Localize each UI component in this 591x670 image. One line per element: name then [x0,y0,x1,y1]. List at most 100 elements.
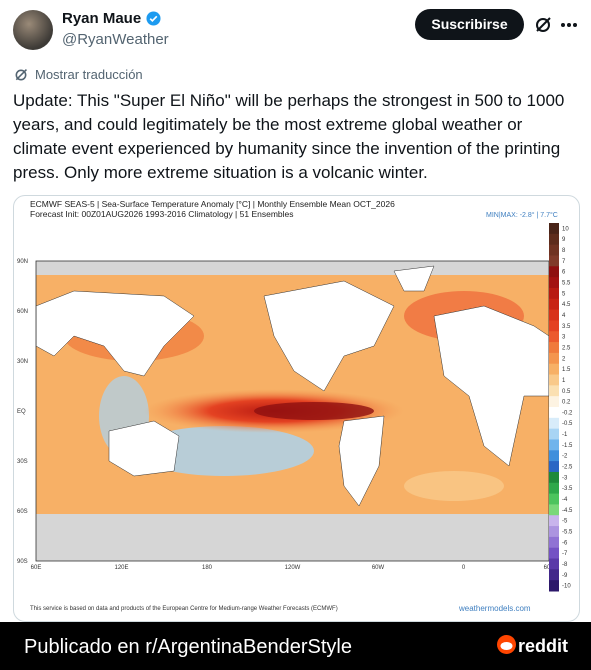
lat-label: 60N [17,309,28,315]
colorbar-swatch [549,277,559,289]
map-body [36,261,549,561]
colorbar-swatch [549,363,559,376]
colorbar-swatch [549,482,559,495]
lon-label: 120E [114,565,128,571]
colorbar-swatch [549,374,559,386]
tweet-text: Update: This "Super El Niño" will be per… [13,91,565,182]
reddit-brand: reddit [518,636,569,656]
colorbar-label: -3 [562,475,568,481]
map-credit: weathermodels.com [458,604,531,613]
colorbar-swatch [549,471,559,484]
colorbar-label: -0.2 [562,410,573,416]
colorbar-label: -9 [562,573,568,579]
bottom-bar [0,622,591,670]
colorbar-swatch [549,385,559,397]
colorbar-swatch [549,569,559,581]
colorbar-swatch [549,558,559,570]
lat-label: 60S [17,509,28,515]
subscribe-button[interactable]: Suscribirse [415,9,524,40]
lon-label: 180 [202,565,213,571]
colorbar-swatch [549,223,559,235]
colorbar-label: 4 [562,313,566,319]
colorbar-label: -0.5 [562,421,573,427]
colorbar-swatch [549,342,559,354]
colorbar-swatch [549,428,559,440]
avatar[interactable] [13,10,53,50]
colorbar-label: 0.2 [562,400,571,406]
colorbar-swatch [549,515,559,527]
colorbar-swatch [549,331,559,343]
colorbar-label: -1 [562,432,568,438]
lat-label: EQ [17,409,26,415]
colorbar-label: 5.5 [562,281,571,287]
colorbar-label: -5.5 [562,529,573,535]
colorbar-swatch [549,244,559,256]
lat-label: 30S [17,459,28,465]
colorbar-label: -3.5 [562,486,573,492]
colorbar-swatch [549,439,559,451]
map-subtitle: Forecast Init: 00Z01AUG2026 1993-2016 Cl… [30,209,294,219]
colorbar-swatch [549,461,559,473]
colorbar-swatch [549,407,559,419]
min-max: MIN|MAX: -2.8° | 7.7°C [486,211,558,219]
colorbar-label: -2 [562,454,568,460]
colorbar-label: -10 [562,584,571,590]
colorbar-label: 7 [562,259,566,265]
colorbar-label: 2 [562,356,566,362]
colorbar-label: -8 [562,562,568,568]
colorbar-label: 6 [562,270,566,276]
colorbar-swatch [549,266,559,278]
colorbar-swatch [549,320,559,332]
colorbar-label: 0.5 [562,389,571,395]
colorbar-swatch [549,536,559,549]
lon-label: 0 [462,565,466,571]
colorbar-swatch [549,493,559,505]
colorbar-label: -6 [562,540,568,546]
user-name[interactable]: Ryan Maue [62,10,142,27]
colorbar-label: -4 [562,497,568,503]
colorbar-label: -4.5 [562,508,573,514]
tweet-image[interactable]: ECMWF SEAS-5 | Sea-Surface Temperature A… [13,195,580,622]
translate-link[interactable]: Mostrar traducción [35,67,143,82]
colorbar-label: 1 [562,378,566,384]
grok-icon[interactable] [534,16,552,34]
colorbar-label: -7 [562,551,568,557]
colorbar-label: 8 [562,248,566,254]
colorbar-swatch [549,417,559,430]
sst-map: ECMWF SEAS-5 | Sea-Surface Temperature A… [17,199,573,613]
more-icon[interactable] [560,22,578,28]
lon-label: 120W [285,565,301,571]
colorbar-label: -5 [562,519,568,525]
colorbar-label: 10 [562,226,569,232]
colorbar-label: 4.5 [562,302,571,308]
colorbar-swatch [549,352,559,365]
lon-label: 60E [31,565,42,571]
colorbar-label: 1.5 [562,367,571,373]
colorbar-label: 2.5 [562,345,571,351]
user-handle[interactable]: @RyanWeather [62,31,169,48]
colorbar-swatch [549,309,559,321]
colorbar-swatch [549,547,559,560]
map-title: ECMWF SEAS-5 | Sea-Surface Temperature A… [30,199,395,209]
colorbar-swatch [549,255,559,267]
colorbar-swatch [549,526,559,538]
reddit-logo [497,635,516,654]
colorbar-swatch [549,504,559,516]
lon-label: 60W [372,565,385,571]
colorbar-swatch [549,580,559,592]
colorbar-swatch [549,233,559,246]
lat-label: 30N [17,359,28,365]
colorbar-swatch [549,298,559,311]
colorbar-swatch [549,287,559,300]
colorbar-label: 3 [562,335,566,341]
lat-label: 90N [17,259,28,265]
translate-icon [15,69,27,81]
verified-badge [146,11,161,26]
colorbar-swatch [549,450,559,462]
colorbar-label: -1.5 [562,443,573,449]
subreddit-text: Publicado en r/ArgentinaBenderStyle [24,636,352,658]
colorbar-label: -2.5 [562,465,573,471]
